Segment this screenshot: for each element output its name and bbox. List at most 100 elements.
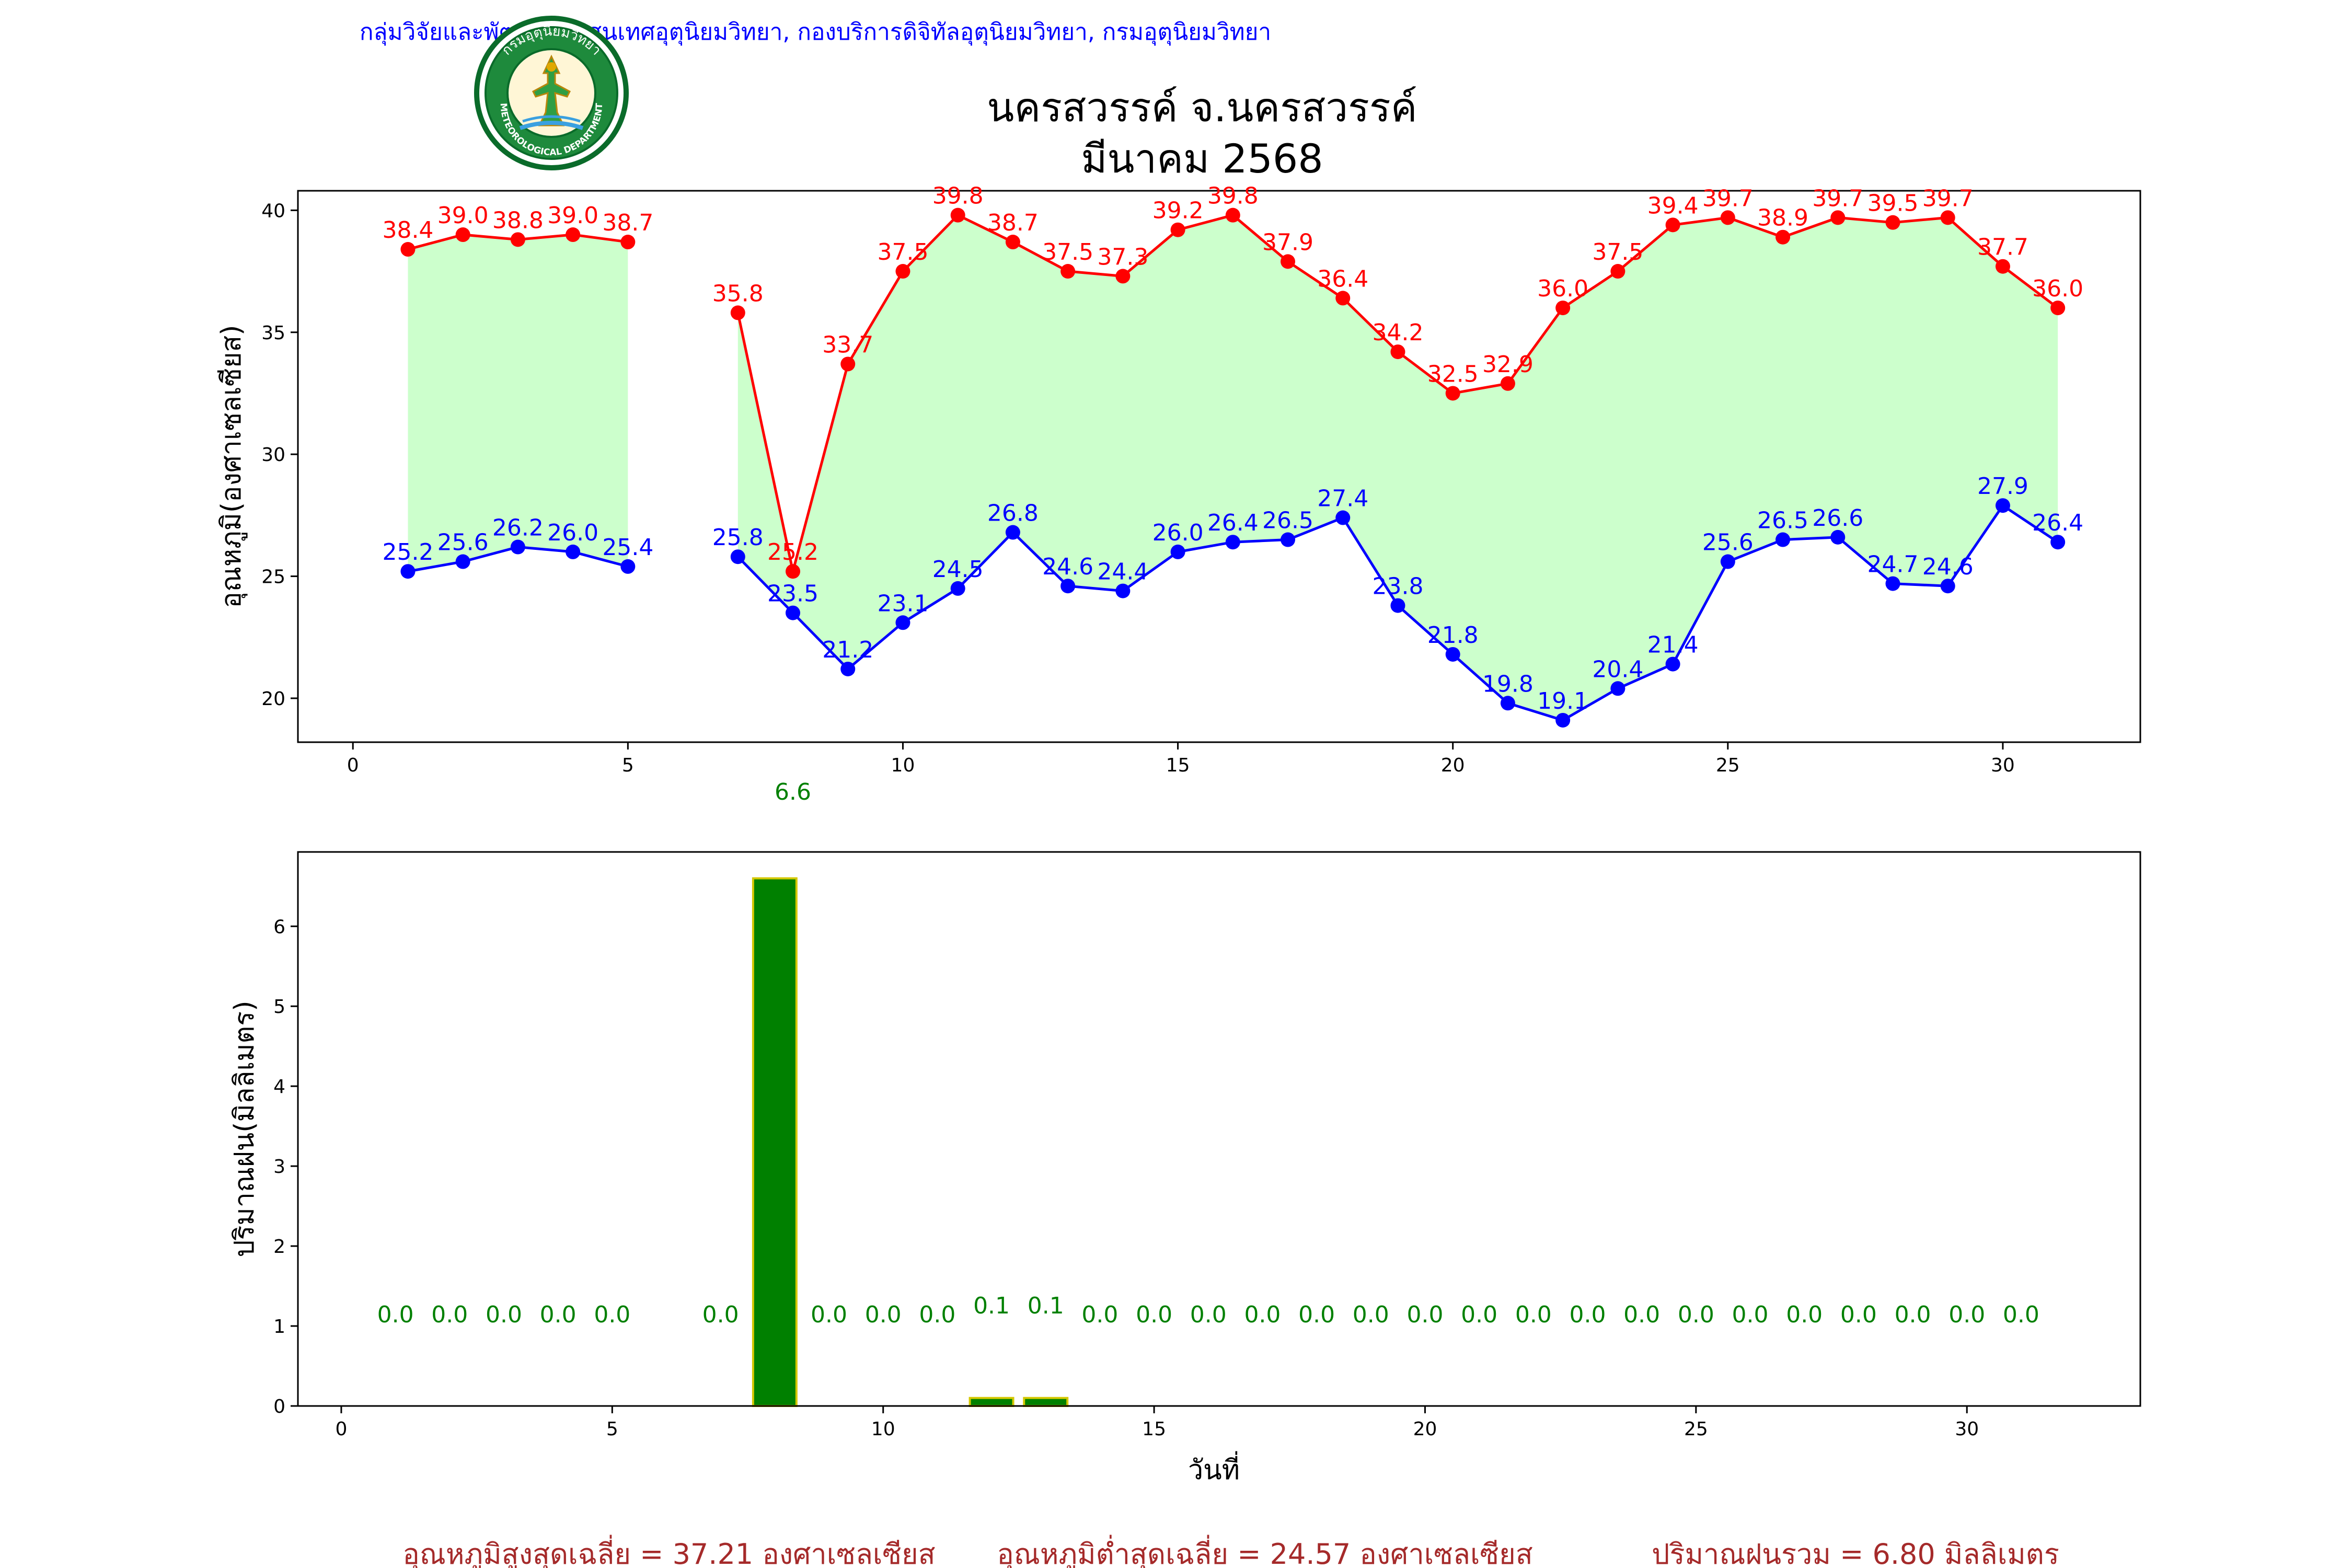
rain-value-label: 0.0	[811, 1301, 847, 1328]
rain-value-label: 0.0	[1136, 1301, 1172, 1328]
min-temperature-point	[400, 564, 416, 579]
min-temperature-point	[840, 661, 856, 676]
min-temperature-point	[620, 559, 636, 574]
rain-y-axis-label: ปริมาณฝน(มิลลิเมตร)	[229, 1000, 260, 1257]
max-temperature-label: 36.4	[1317, 266, 1368, 292]
min-temperature-point	[2050, 535, 2066, 550]
min-temperature-point	[1555, 712, 1571, 728]
min-temperature-label: 19.1	[1537, 688, 1588, 714]
min-temperature-label: 26.4	[1207, 510, 1259, 536]
meteorological-department-logo: กรมอุตุนิยมวิทยา METEOROLOGICAL DEPARTME…	[474, 16, 629, 170]
min-temperature-point	[730, 549, 745, 564]
min-temperature-label: 23.5	[767, 581, 818, 607]
min-temperature-label: 26.0	[547, 520, 598, 546]
min-temperature-point	[510, 539, 525, 555]
temperature-x-tick-label: 10	[891, 755, 915, 776]
max-temperature-label: 38.7	[987, 210, 1039, 236]
max-temperature-label: 38.4	[382, 217, 433, 244]
max-temperature-point	[1885, 215, 1900, 230]
temperature-y-tick-label: 30	[261, 444, 285, 466]
chart-title-station: นครสวรรค์ จ.นครสวรรค์	[987, 84, 1417, 131]
min-temperature-label: 26.8	[987, 500, 1039, 527]
rain-value-label: 0.0	[1949, 1301, 1985, 1328]
rain-value-label: 0.0	[2003, 1301, 2039, 1328]
min-temperature-label: 24.4	[1097, 559, 1148, 585]
min-temperature-label: 27.4	[1317, 486, 1368, 512]
max-temperature-point	[1720, 210, 1735, 225]
min-temperature-label: 21.8	[1427, 622, 1479, 649]
min-temperature-point	[1885, 576, 1900, 591]
min-temperature-label: 27.9	[1977, 473, 2028, 500]
max-temperature-point	[840, 356, 856, 372]
min-temperature-label: 26.5	[1262, 508, 1313, 534]
temperature-y-tick-label: 20	[261, 688, 285, 710]
chart-title-month: มีนาคม 2568	[1081, 135, 1323, 182]
min-temperature-point	[455, 554, 470, 569]
max-temperature-label: 39.7	[1812, 185, 1863, 212]
min-temperature-label: 24.5	[932, 556, 984, 583]
rain-note-label: 6.6	[775, 779, 811, 805]
rain-value-label: 0.0	[865, 1301, 902, 1328]
average-max-temperature: อุณหภูมิสูงสุดเฉลี่ย = 37.21 องศาเซลเซีย…	[402, 1535, 935, 1568]
min-temperature-label: 23.1	[877, 590, 928, 617]
total-rainfall: ปริมาณฝนรวม = 6.80 มิลลิเมตร	[1652, 1538, 2059, 1568]
min-temperature-label: 21.2	[822, 637, 873, 663]
min-temperature-point	[1390, 598, 1405, 613]
max-temperature-label: 37.9	[1262, 229, 1313, 256]
rain-y-tick-label: 3	[273, 1156, 285, 1178]
rain-x-tick-label: 25	[1684, 1419, 1708, 1440]
rain-value-label: 0.0	[1786, 1301, 1823, 1328]
min-temperature-label: 25.2	[382, 539, 433, 566]
rain-x-tick-label: 30	[1955, 1419, 1979, 1440]
max-temperature-point	[510, 232, 525, 247]
max-temperature-label: 32.9	[1482, 351, 1534, 378]
min-temperature-label: 26.0	[1152, 520, 1204, 546]
max-temperature-point	[1005, 235, 1020, 250]
rain-value-label: 0.0	[1570, 1301, 1606, 1328]
temperature-x-tick-label: 15	[1166, 755, 1190, 776]
max-temperature-point	[950, 207, 965, 223]
average-min-temperature: อุณหภูมิต่ำสุดเฉลี่ย = 24.57 องศาเซลเซีย…	[997, 1535, 1532, 1568]
temperature-y-tick-label: 40	[261, 200, 285, 222]
max-temperature-label: 36.0	[1537, 275, 1588, 302]
min-temperature-point	[1720, 554, 1735, 569]
rain-x-axis-label: วันที่	[1188, 1451, 1240, 1486]
min-temperature-point	[1060, 579, 1076, 594]
temperature-range-fill-2	[737, 215, 2058, 720]
min-temperature-point	[786, 605, 801, 620]
max-temperature-point	[2050, 301, 2066, 316]
rain-value-label: 0.0	[1895, 1301, 1931, 1328]
max-temperature-point	[1995, 259, 2010, 274]
min-temperature-label: 24.7	[1867, 551, 1919, 578]
rain-x-tick-label: 5	[606, 1419, 618, 1440]
max-temperature-point	[895, 264, 910, 279]
rainfall-chart: 0.0 0.0 0.0 0.0 0.0 0.0 0.0 0.0 0.0 0.1 0.1 0.0 0.0 0…	[229, 851, 2141, 1486]
temperature-plot-frame	[297, 190, 2141, 743]
min-temperature-label: 25.4	[602, 534, 653, 561]
min-temperature-label: 25.6	[1702, 529, 1754, 556]
rain-value-label: 0.0	[702, 1301, 739, 1328]
max-temperature-label: 35.8	[712, 280, 764, 307]
rain-y-tick-label: 0	[273, 1396, 285, 1417]
rain-bar	[752, 877, 798, 1407]
rain-x-tick-label: 0	[335, 1419, 347, 1440]
max-temperature-label: 25.2	[767, 539, 818, 566]
min-temperature-point	[1610, 681, 1625, 696]
rain-y-tick-label: 1	[273, 1316, 285, 1338]
min-temperature-point	[1665, 656, 1680, 672]
max-temperature-point	[1390, 344, 1405, 360]
min-temperature-label: 23.8	[1372, 573, 1423, 600]
rain-value-label: 0.0	[486, 1301, 522, 1328]
rain-value-label: 0.0	[1623, 1301, 1660, 1328]
max-temperature-label: 37.7	[1977, 234, 2028, 261]
rain-bar	[1023, 1397, 1069, 1407]
temperature-x-tick-label: 0	[347, 755, 359, 776]
max-temperature-point	[1830, 210, 1846, 225]
max-temperature-label: 37.3	[1097, 244, 1148, 270]
rain-y-tick-label: 4	[273, 1076, 285, 1098]
min-temperature-point	[1500, 696, 1515, 711]
temperature-y-tick-label: 35	[261, 322, 285, 344]
min-temperature-point	[1775, 532, 1791, 547]
min-temperature-point	[1335, 510, 1351, 525]
